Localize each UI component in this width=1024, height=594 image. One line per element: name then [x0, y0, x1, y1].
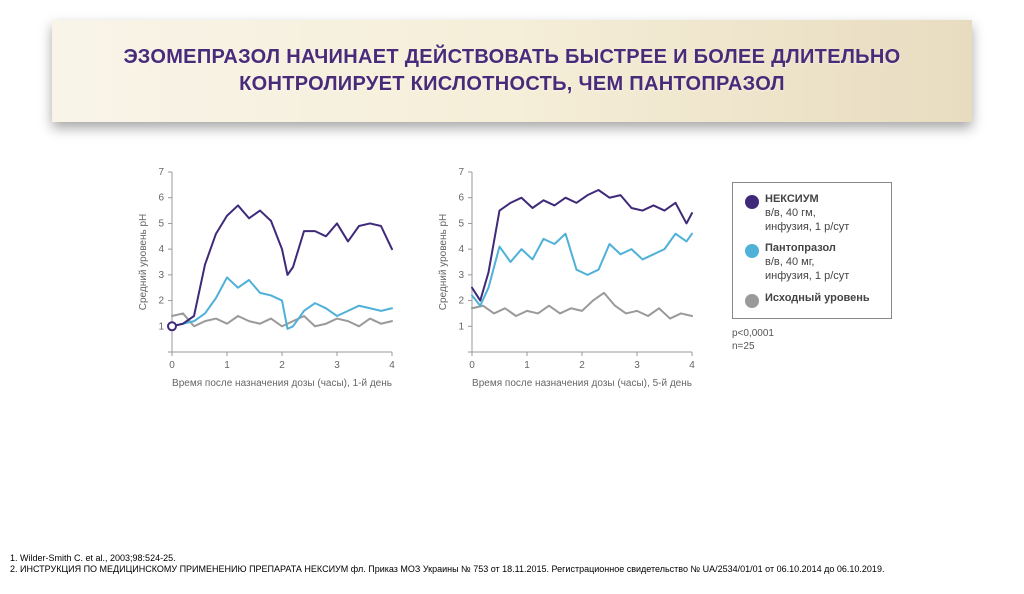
legend-box: НЕКСИУМв/в, 40 гм,инфузия, 1 р/сутПантоп…: [732, 182, 892, 319]
stats-p: p<0,0001: [732, 327, 892, 340]
svg-text:2: 2: [158, 296, 164, 307]
svg-text:0: 0: [169, 360, 175, 371]
footnote-2: 2. ИНСТРУКЦИЯ ПО МЕДИЦИНСКОМУ ПРИМЕНЕНИЮ…: [10, 564, 1014, 576]
legend-item-nexium: НЕКСИУМв/в, 40 гм,инфузия, 1 р/сут: [745, 193, 879, 234]
legend-swatch-baseline: [745, 294, 759, 308]
series-nexium: [172, 205, 392, 326]
series-baseline: [172, 313, 392, 326]
svg-text:1: 1: [224, 360, 230, 371]
stats-n: n=25: [732, 340, 892, 353]
legend-text-pantoprazole: Пантопразолв/в, 40 мг,инфузия, 1 р/сут: [765, 242, 849, 283]
svg-text:4: 4: [458, 244, 464, 255]
svg-text:4: 4: [689, 360, 695, 371]
chart-day1: 1 2 3 4 5 6 7 0 1 2 3 4 Средний уровень pH Время посл…: [132, 162, 402, 392]
chart-row: 1 2 3 4 5 6 7 0 1 2 3 4 Средний уровень pH Время посл…: [0, 162, 1024, 392]
series-baseline: [472, 293, 692, 319]
svg-text:2: 2: [579, 360, 585, 371]
svg-text:1: 1: [524, 360, 530, 371]
legend-item-pantoprazole: Пантопразолв/в, 40 мг,инфузия, 1 р/сут: [745, 242, 879, 283]
svg-text:1: 1: [158, 321, 164, 332]
slide-header: ЭЗОМЕПРАЗОЛ НАЧИНАЕТ ДЕЙСТВОВАТЬ БЫСТРЕЕ…: [52, 20, 972, 122]
legend-swatch-pantoprazole: [745, 244, 759, 258]
legend-desc-line: в/в, 40 гм,: [765, 207, 849, 221]
svg-text:3: 3: [634, 360, 640, 371]
svg-text:2: 2: [279, 360, 285, 371]
legend-desc-line: инфузия, 1 р/сут: [765, 270, 849, 284]
slide-title: ЭЗОМЕПРАЗОЛ НАЧИНАЕТ ДЕЙСТВОВАТЬ БЫСТРЕЕ…: [92, 44, 932, 98]
x-axis-label: Время после назначения дозы (часы), 5-й …: [472, 378, 692, 389]
stats-block: p<0,0001 n=25: [732, 327, 892, 353]
svg-text:6: 6: [458, 193, 464, 204]
y-axis-label: Средний уровень pH: [438, 214, 449, 311]
legend-title: Пантопразол: [765, 242, 849, 256]
legend-desc-line: в/в, 40 мг,: [765, 256, 849, 270]
footnote-1: 1. Wilder-Smith C. et al., 2003;98:524-2…: [10, 553, 1014, 565]
footnotes: 1. Wilder-Smith C. et al., 2003;98:524-2…: [10, 553, 1014, 576]
legend-item-baseline: Исходный уровень: [745, 292, 879, 308]
legend-swatch-nexium: [745, 195, 759, 209]
svg-text:5: 5: [158, 218, 164, 229]
series-pantoprazole: [472, 234, 692, 306]
svg-text:7: 7: [458, 167, 464, 178]
svg-text:0: 0: [469, 360, 475, 371]
svg-text:3: 3: [158, 270, 164, 281]
svg-text:3: 3: [334, 360, 340, 371]
legend-desc-line: инфузия, 1 р/сут: [765, 221, 849, 235]
legend-text-baseline: Исходный уровень: [765, 292, 870, 306]
legend-text-nexium: НЕКСИУМв/в, 40 гм,инфузия, 1 р/сут: [765, 193, 849, 234]
svg-text:6: 6: [158, 193, 164, 204]
x-axis-label: Время после назначения дозы (часы), 1-й …: [172, 378, 392, 389]
svg-text:5: 5: [458, 218, 464, 229]
svg-text:2: 2: [458, 296, 464, 307]
svg-text:7: 7: [158, 167, 164, 178]
svg-text:1: 1: [458, 321, 464, 332]
svg-text:3: 3: [458, 270, 464, 281]
chart-day5: 1 2 3 4 5 6 7 0 1 2 3 4 Средний уровень pH Время посл…: [432, 162, 702, 392]
legend-title: Исходный уровень: [765, 292, 870, 306]
legend-column: НЕКСИУМв/в, 40 гм,инфузия, 1 р/сутПантоп…: [732, 162, 892, 353]
y-axis-label: Средний уровень pH: [138, 214, 149, 311]
svg-text:4: 4: [389, 360, 395, 371]
svg-text:4: 4: [158, 244, 164, 255]
series-nexium: [472, 190, 692, 301]
legend-title: НЕКСИУМ: [765, 193, 849, 207]
